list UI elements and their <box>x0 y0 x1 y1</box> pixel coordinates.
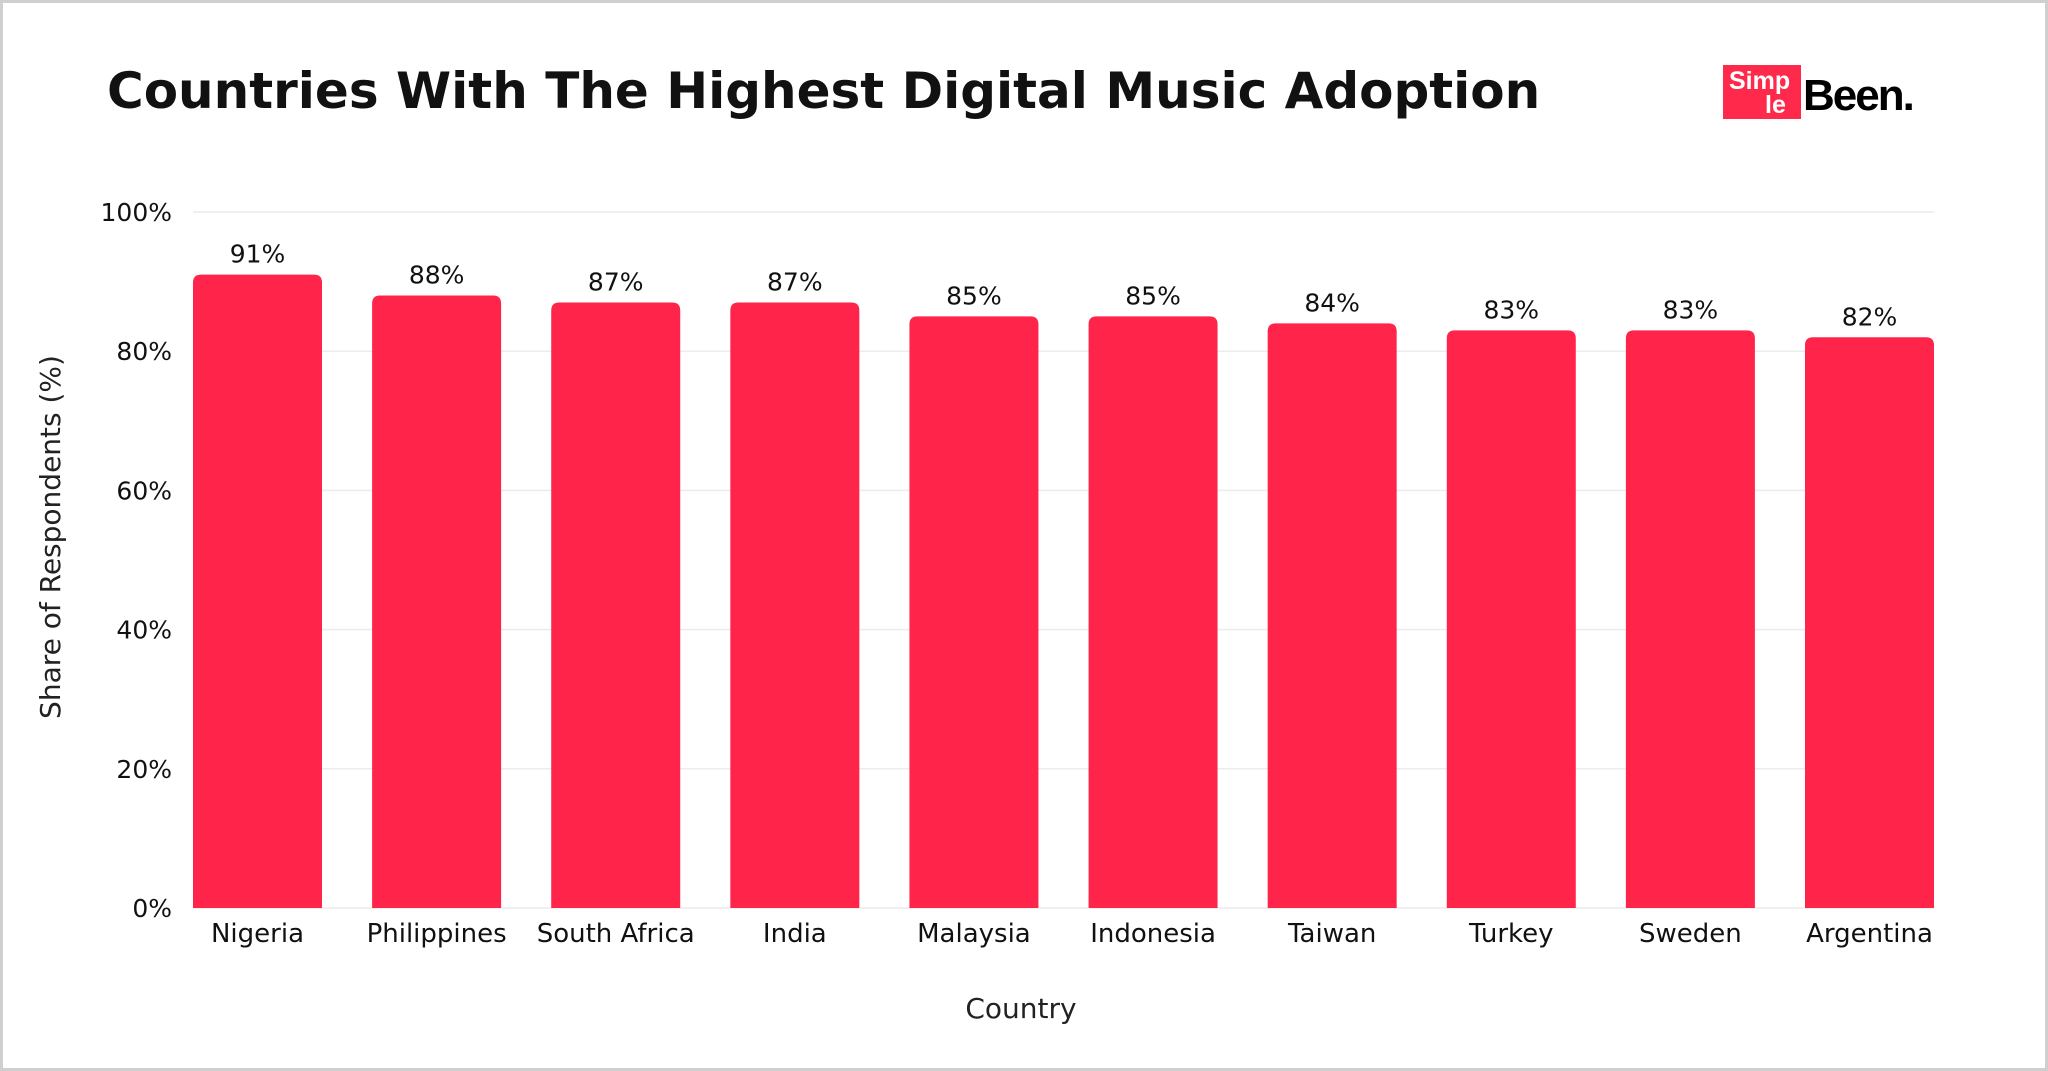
logo-word: Been. <box>1803 71 1915 120</box>
bar-argentina <box>1805 337 1934 908</box>
logo-text-bottom: le <box>1765 91 1786 119</box>
x-tick-label: Philippines <box>367 919 507 949</box>
logo-box: Simp le <box>1723 65 1801 119</box>
data-label: 83% <box>1663 295 1719 324</box>
data-label: 85% <box>1125 281 1181 310</box>
data-label: 82% <box>1842 302 1898 331</box>
data-label: 88% <box>409 261 465 290</box>
bar-south-africa <box>551 302 681 909</box>
x-tick-label: South Africa <box>537 919 695 949</box>
logo-text-top: Simp <box>1729 67 1791 95</box>
y-tick-label: 80% <box>116 337 172 366</box>
data-label: 87% <box>767 267 823 296</box>
y-tick-label: 0% <box>132 894 172 923</box>
data-label: 83% <box>1483 295 1539 324</box>
bar-turkey <box>1446 330 1576 908</box>
x-tick-label: Indonesia <box>1090 919 1216 949</box>
data-label: 85% <box>946 281 1002 310</box>
y-axis-title: Share of Respondents (%) <box>34 355 67 719</box>
y-tick-label: 20% <box>116 755 172 784</box>
bar-sweden <box>1625 330 1755 908</box>
bar-philippines <box>372 295 502 908</box>
data-label: 87% <box>588 267 644 296</box>
bar-india <box>730 302 860 909</box>
bar-nigeria <box>193 274 322 908</box>
bar-taiwan <box>1267 323 1397 908</box>
bar-indonesia <box>1088 316 1218 908</box>
y-tick-label: 40% <box>116 616 172 645</box>
x-tick-label: Malaysia <box>917 919 1031 949</box>
x-tick-label: Argentina <box>1806 919 1933 949</box>
chart-title: Countries With The Highest Digital Music… <box>107 62 1541 120</box>
simplebeen-logo: Simp le Been. <box>1723 65 1915 120</box>
x-tick-label: Taiwan <box>1287 919 1376 949</box>
bar-malaysia <box>909 316 1039 908</box>
x-tick-label: India <box>763 919 827 949</box>
y-tick-label: 60% <box>116 476 172 505</box>
y-tick-label: 100% <box>101 198 172 227</box>
x-tick-label: Turkey <box>1468 919 1554 949</box>
x-axis-title: Country <box>965 992 1076 1025</box>
x-tick-label: Sweden <box>1639 919 1742 949</box>
x-tick-label: Nigeria <box>211 919 304 949</box>
data-label: 84% <box>1304 288 1360 317</box>
data-label: 91% <box>230 240 286 269</box>
